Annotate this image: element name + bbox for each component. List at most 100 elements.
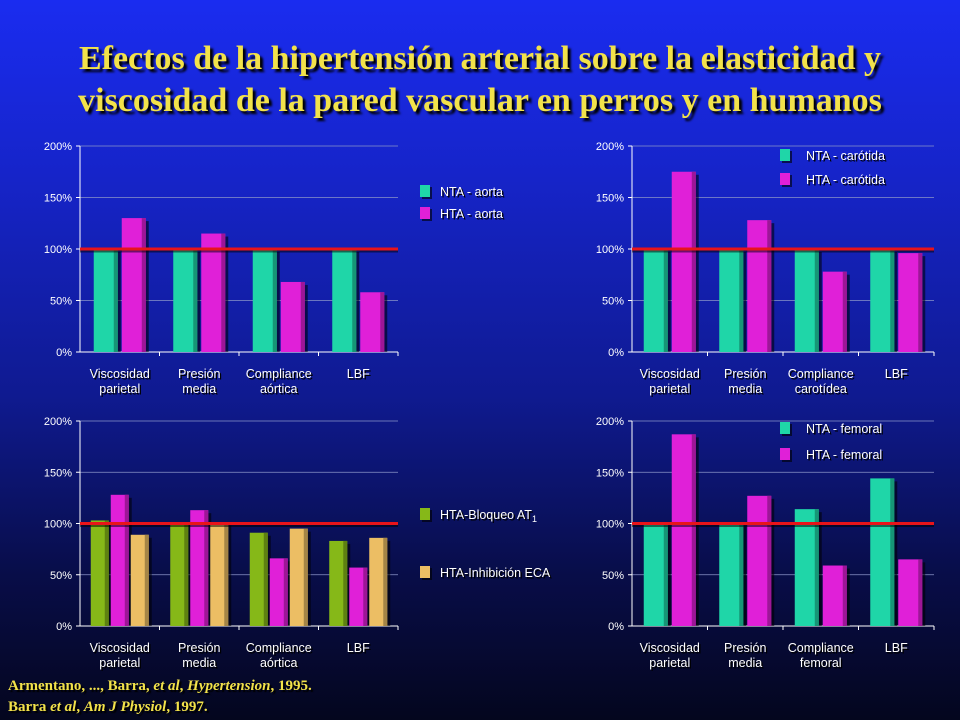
x-tick-label: Viscosidad — [640, 367, 700, 381]
x-label-shadow: Compliance — [789, 369, 855, 383]
slide-title: Efectos de la hipertensión arterial sobr… — [20, 38, 940, 122]
bar-edge — [303, 528, 308, 626]
bar-bloqueo-2-1 — [210, 522, 229, 626]
bar-edge — [204, 510, 209, 626]
bar-edge — [380, 292, 385, 352]
bar-edge — [113, 249, 118, 352]
y-tick-label: 150% — [44, 193, 72, 205]
x-label-shadow: Viscosidad — [641, 369, 701, 383]
bar-edge — [767, 495, 772, 626]
legend-swatch — [420, 508, 430, 520]
y-tick-label: 0% — [56, 621, 72, 633]
legend-label-shadow: NTA - femoral — [808, 424, 884, 438]
bar-edge — [814, 249, 819, 352]
x-tick-label: Viscosidad — [90, 641, 150, 655]
x-label-shadow: LBF — [348, 369, 371, 383]
x-tick-label: media — [728, 382, 762, 396]
x-tick-label: LBF — [885, 641, 908, 655]
bar-edge — [918, 253, 923, 352]
x-tick-label: Presión — [178, 367, 220, 381]
legend-label: HTA-Inhibición ECA — [440, 566, 551, 580]
bar-bloqueo-2-0 — [130, 534, 149, 626]
bar-edge — [663, 249, 668, 352]
bar-bloqueo-0-2 — [249, 532, 268, 626]
legend-label-shadow: HTA-Inhibición ECA — [442, 568, 553, 582]
legend-swatch — [780, 422, 790, 434]
bar-edge — [814, 509, 819, 626]
x-tick-label: Presión — [724, 641, 766, 655]
bar-edge — [739, 249, 744, 352]
legend-swatch — [420, 207, 430, 219]
x-label-shadow: femoral — [801, 658, 843, 672]
x-tick-label: parietal — [99, 382, 140, 396]
x-label-shadow: Presión — [180, 643, 222, 657]
bar-bloqueo-2-2 — [289, 528, 308, 626]
legend-label: NTA - aorta — [440, 185, 503, 199]
legend-label-shadow: NTA - carótida — [808, 151, 887, 165]
y-tick-label: 50% — [50, 570, 72, 582]
bar-edge — [193, 249, 198, 352]
bar-edge — [691, 434, 696, 626]
bar-edge — [890, 249, 895, 352]
x-tick-label: Compliance — [246, 367, 312, 381]
x-tick-label: Compliance — [788, 641, 854, 655]
bar-bloqueo-1-2 — [269, 558, 288, 626]
legend-label: HTA - femoral — [806, 448, 882, 462]
x-label-shadow: media — [730, 384, 764, 398]
bar-edge — [144, 534, 149, 626]
x-label-shadow: aórtica — [261, 384, 299, 398]
x-label-shadow: Presión — [180, 369, 222, 383]
x-tick-label: Presión — [178, 641, 220, 655]
bar-edge — [363, 567, 368, 626]
x-tick-label: media — [728, 656, 762, 670]
bar-edge — [383, 537, 388, 626]
chart-bloqueo: 0%50%100%150%200%ViscosidadViscosidadpar… — [44, 416, 553, 672]
bar-edge — [263, 532, 268, 626]
legend-swatch — [780, 448, 790, 460]
bar-edge — [767, 220, 772, 352]
x-tick-label: femoral — [800, 656, 842, 670]
x-tick-label: Viscosidad — [90, 367, 150, 381]
x-label-shadow: Presión — [726, 369, 768, 383]
bar-edge — [221, 233, 226, 352]
bar-bloqueo-0-3 — [329, 540, 348, 626]
legend-swatch — [780, 173, 790, 185]
y-tick-label: 200% — [44, 141, 72, 153]
bar-edge — [224, 522, 229, 626]
y-tick-label: 200% — [44, 416, 72, 428]
bar-bloqueo-2-3 — [369, 537, 388, 626]
y-tick-label: 150% — [44, 467, 72, 479]
y-tick-label: 100% — [44, 244, 72, 256]
x-tick-label: Viscosidad — [640, 641, 700, 655]
bar-edge — [842, 271, 847, 352]
y-tick-label: 200% — [596, 416, 624, 428]
x-label-shadow: LBF — [348, 643, 371, 657]
references: Armentano, ..., Barra, et al, Hypertensi… — [8, 676, 312, 718]
bar-edge — [739, 523, 744, 626]
chart-femoral: 0%50%100%150%200%ViscosidadViscosidadpar… — [596, 416, 935, 672]
bar-edge — [890, 478, 895, 626]
x-label-shadow: Viscosidad — [641, 643, 701, 657]
legend-label-shadow: HTA-Bloqueo AT — [442, 510, 534, 524]
legend-swatch — [420, 566, 430, 578]
x-label-shadow: Compliance — [247, 369, 313, 383]
x-label-shadow: Viscosidad — [91, 643, 151, 657]
x-tick-label: parietal — [649, 656, 690, 670]
chart-carotida: 0%50%100%150%200%ViscosidadViscosidadpar… — [596, 141, 935, 398]
x-label-shadow: LBF — [886, 643, 909, 657]
legend-label: NTA - femoral — [806, 422, 882, 436]
y-tick-label: 0% — [56, 347, 72, 359]
y-tick-label: 100% — [44, 519, 72, 531]
reference-2: Barra et al, Am J Physiol, 1997. — [8, 699, 208, 715]
legend-label: HTA - aorta — [440, 207, 503, 221]
x-tick-label: Compliance — [788, 367, 854, 381]
title-line-1: Efectos de la hipertensión arterial sobr… — [78, 40, 882, 77]
bar-edge — [184, 522, 189, 626]
bar-edge — [272, 249, 277, 352]
bar-edge — [343, 540, 348, 626]
x-tick-label: media — [182, 382, 216, 396]
legend-swatch — [420, 185, 430, 197]
bar-edge — [352, 249, 357, 352]
x-tick-label: parietal — [99, 656, 140, 670]
x-tick-label: Compliance — [246, 641, 312, 655]
